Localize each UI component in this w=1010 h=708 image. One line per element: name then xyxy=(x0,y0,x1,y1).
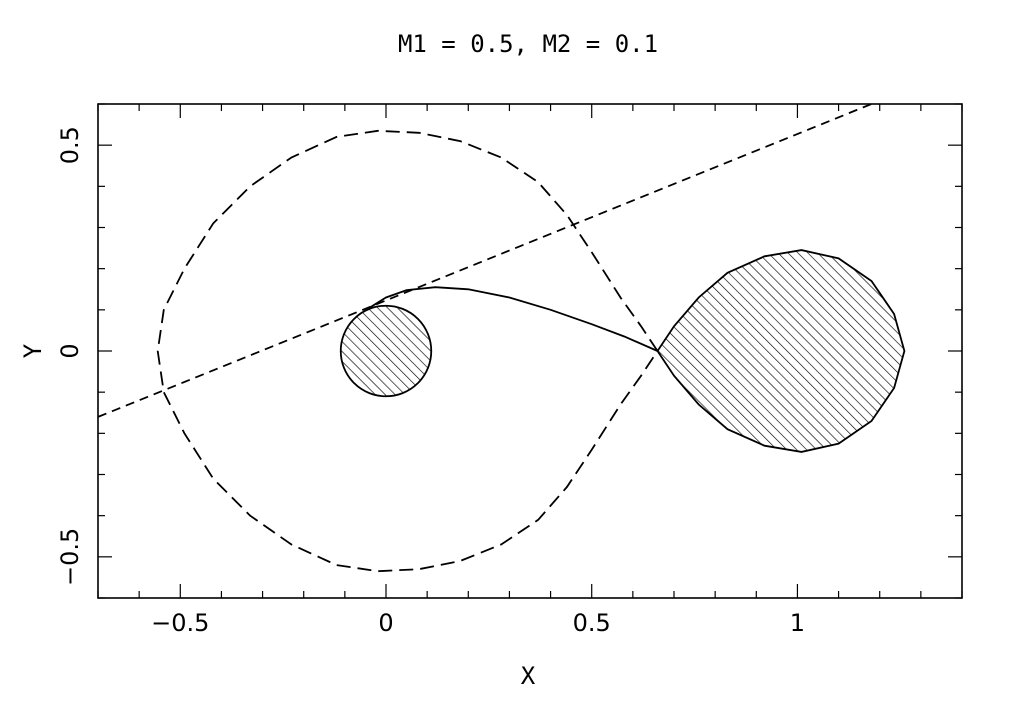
chart-title: M1 = 0.5, M2 = 0.1 xyxy=(398,30,658,58)
x-tick-label: 0 xyxy=(378,609,393,637)
y-tick-label: −0.5 xyxy=(56,528,84,586)
series-3-shape xyxy=(339,304,433,398)
plot-curves xyxy=(98,104,906,573)
y-tick-label: 0 xyxy=(56,343,84,358)
x-tick-label: 1 xyxy=(790,609,805,637)
x-tick-label: −0.5 xyxy=(151,609,209,637)
series-4-shape xyxy=(656,249,906,453)
x-tick-label: 0.5 xyxy=(573,609,611,637)
tick-labels: −0.5 0 0.5 1 −0.5 0 0.5 xyxy=(56,126,805,637)
series-0-line xyxy=(156,129,659,573)
axis-ticks xyxy=(97,103,963,599)
y-tick-label: 0.5 xyxy=(56,126,84,164)
y-axis-label: Y xyxy=(19,343,47,358)
x-axis-label: X xyxy=(521,662,536,690)
series-2-line xyxy=(369,286,658,352)
series-1-line xyxy=(98,104,872,418)
